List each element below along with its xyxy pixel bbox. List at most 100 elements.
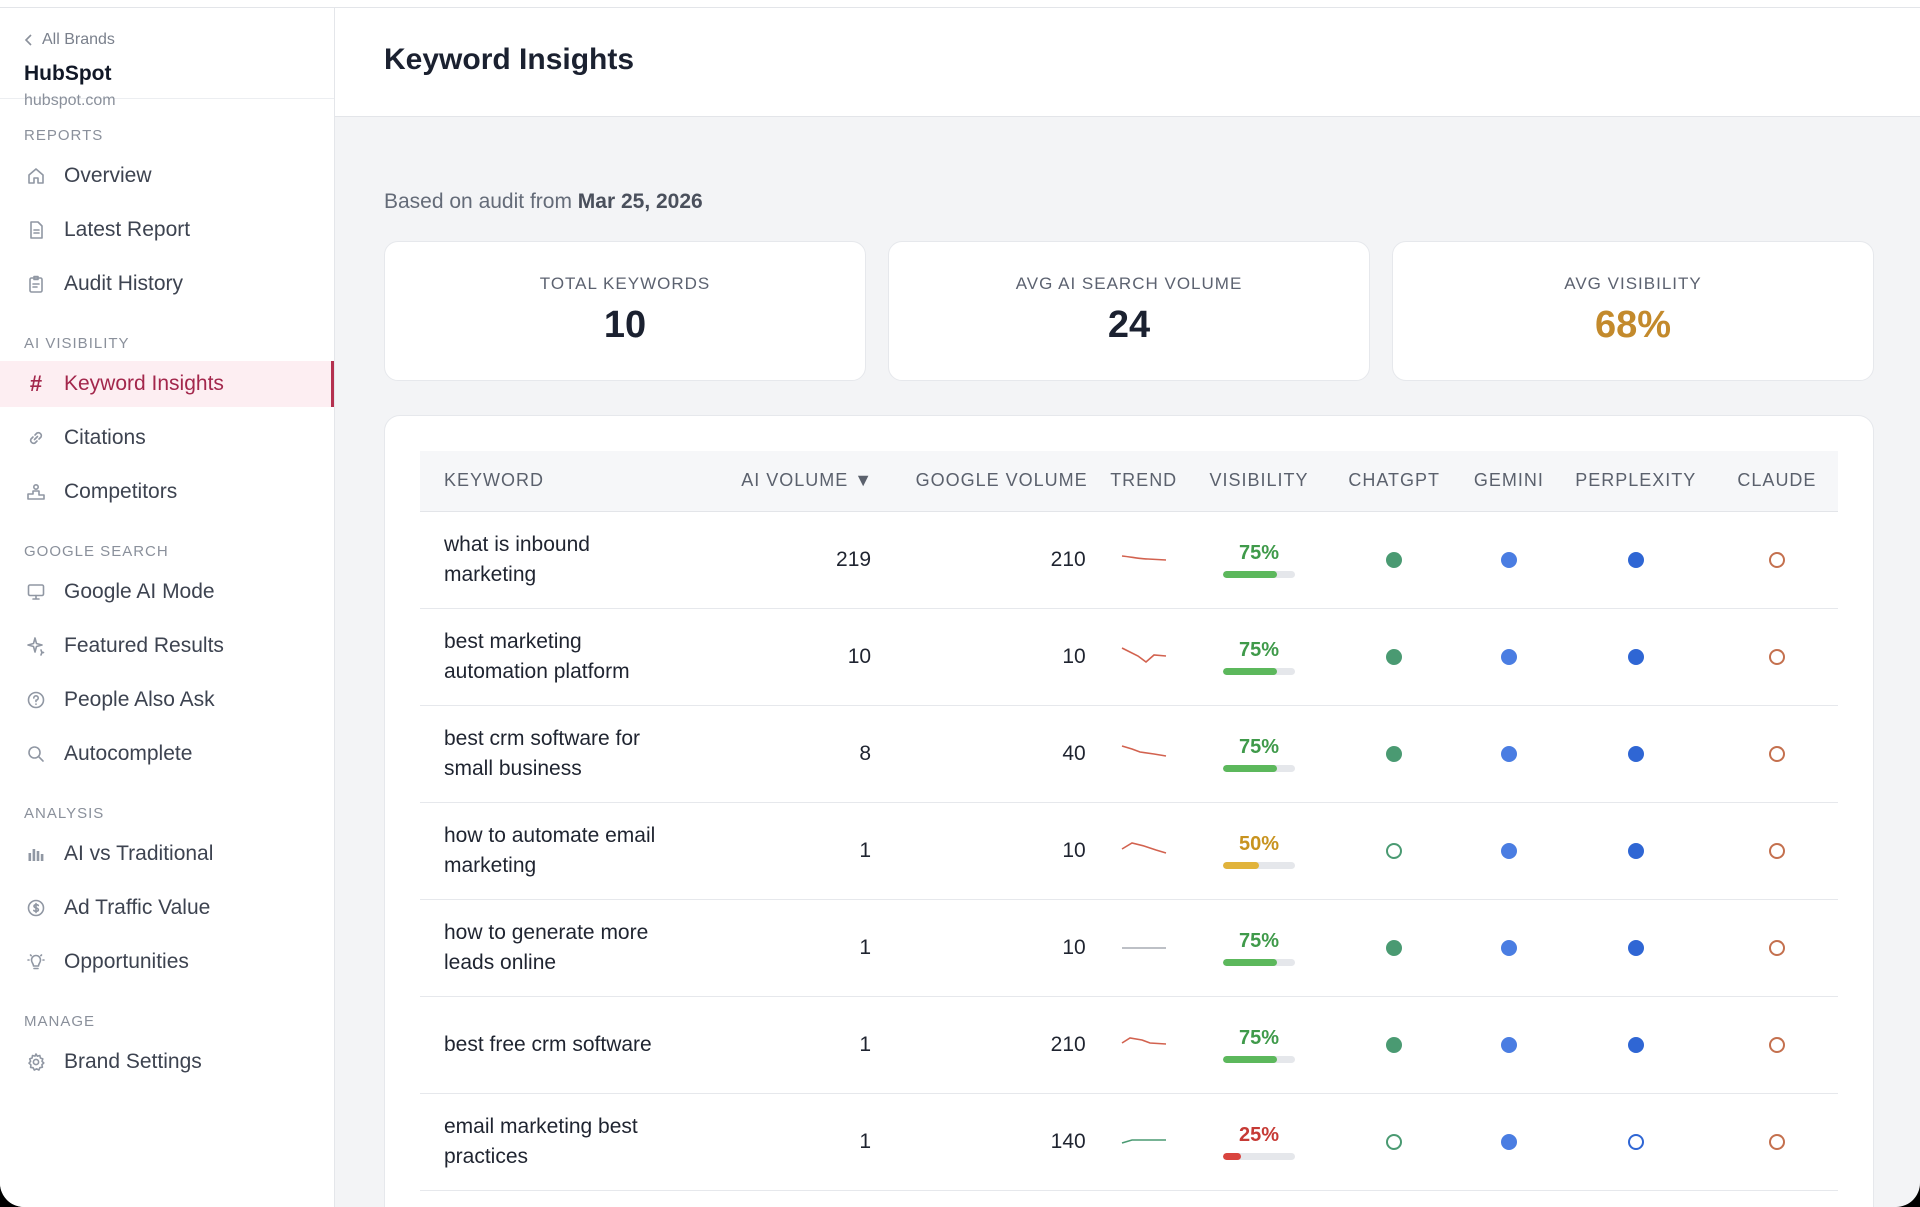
perplexity-status-cell xyxy=(1555,996,1716,1094)
sidebar-item-opportunities[interactable]: Opportunities xyxy=(0,939,334,985)
chatgpt-absent-dot xyxy=(1386,1133,1403,1150)
sidebar-nav: REPORTS Overview Latest Report Audit Histor… xyxy=(0,127,334,1085)
monitor-icon xyxy=(24,580,48,604)
stat-label: TOTAL KEYWORDS xyxy=(539,274,711,293)
sidebar-item-competitors[interactable]: Competitors xyxy=(0,469,334,515)
sidebar-item-autocomplete[interactable]: Autocomplete xyxy=(0,731,334,777)
gemini-present-dot xyxy=(1500,939,1517,956)
sidebar-item-label: Audit History xyxy=(64,272,184,295)
col-header-ai-volume[interactable]: AI VOLUME ▼ xyxy=(696,451,882,512)
trend-cell xyxy=(1095,996,1192,1094)
table-row[interactable]: best free crm software 1 210 75% xyxy=(420,996,1838,1094)
col-header-claude: CLAUDE xyxy=(1715,451,1838,512)
table-row[interactable]: how to generate more leads online 1 10 75% xyxy=(420,899,1838,997)
sidebar-item-ad-traffic-value[interactable]: Ad Traffic Value xyxy=(0,885,334,931)
visibility-cell: 75% xyxy=(1191,705,1327,803)
visibility-bar xyxy=(1222,1152,1295,1160)
sidebar-item-label: Opportunities xyxy=(64,950,189,973)
back-label: All Brands xyxy=(42,31,115,48)
stat-card-avg-visibility: AVG VISIBILITY 68% xyxy=(1392,241,1874,381)
gemini-present-dot xyxy=(1500,1036,1517,1053)
claude-status-cell xyxy=(1715,511,1838,609)
sidebar: All Brands HubSpot hubspot.com REPORTS Ov… xyxy=(0,8,335,1207)
page-title: Keyword Insights xyxy=(384,43,635,76)
question-icon xyxy=(24,688,48,712)
gemini-status-cell xyxy=(1462,1093,1556,1191)
sparkle-icon xyxy=(24,634,48,658)
ai-volume-cell: 10 xyxy=(696,608,882,706)
sidebar-item-keyword-insights[interactable]: # Keyword Insights xyxy=(0,361,334,407)
sidebar-item-overview[interactable]: Overview xyxy=(0,153,334,199)
chatgpt-status-cell xyxy=(1326,608,1463,706)
chatgpt-present-dot xyxy=(1386,939,1403,956)
visibility-bar-fill xyxy=(1222,1152,1241,1160)
ai-volume-cell: 1 xyxy=(696,996,882,1094)
visibility-percent: 75% xyxy=(1238,929,1279,952)
trend-sparkline xyxy=(1121,1036,1166,1045)
gemini-status-cell xyxy=(1462,608,1556,706)
gemini-present-dot xyxy=(1500,842,1517,859)
chatgpt-absent-dot xyxy=(1386,842,1403,859)
audit-date: Mar 25, 2026 xyxy=(577,190,703,213)
brand-url: hubspot.com xyxy=(24,92,116,109)
chatgpt-status-cell xyxy=(1326,996,1463,1094)
keyword-cell: email marketing best practices xyxy=(420,1093,697,1191)
sidebar-item-brand-settings[interactable]: Brand Settings xyxy=(0,1039,334,1085)
chatgpt-present-dot xyxy=(1386,745,1403,762)
perplexity-present-dot xyxy=(1627,842,1644,859)
claude-absent-dot xyxy=(1768,939,1785,956)
sidebar-item-latest-report[interactable]: Latest Report xyxy=(0,207,334,253)
table-row[interactable]: best crm software for small business 8 40 7… xyxy=(420,705,1838,803)
visibility-percent: 75% xyxy=(1238,638,1279,661)
col-header-visibility[interactable]: VISIBILITY xyxy=(1191,451,1327,512)
keyword-table-card: KEYWORD AI VOLUME ▼ GOOGLE VOLUME TREND … xyxy=(384,415,1874,1207)
sidebar-item-audit-history[interactable]: Audit History xyxy=(0,261,334,307)
claude-absent-dot xyxy=(1768,1133,1785,1150)
trend-line xyxy=(1121,841,1166,854)
gemini-present-dot xyxy=(1500,745,1517,762)
trend-sparkline xyxy=(1121,646,1166,663)
chatgpt-status-cell xyxy=(1326,899,1463,997)
claude-absent-dot xyxy=(1768,648,1785,665)
stat-value: 24 xyxy=(1107,304,1151,346)
visibility-cell: 75% xyxy=(1191,511,1327,609)
hash-icon: # xyxy=(29,371,43,396)
stat-value: 10 xyxy=(603,304,647,346)
sidebar-item-label: Keyword Insights xyxy=(64,372,224,395)
table-row[interactable]: email marketing best practices 1 140 25% xyxy=(420,1093,1838,1191)
table-row[interactable]: what is inbound marketing 219 210 75% xyxy=(420,511,1838,609)
gemini-status-cell xyxy=(1462,705,1556,803)
trend-sparkline xyxy=(1121,946,1166,949)
sidebar-item-ai-vs-traditional[interactable]: AI vs Traditional xyxy=(0,831,334,877)
claude-absent-dot xyxy=(1768,842,1785,859)
brand-block: All Brands HubSpot hubspot.com xyxy=(0,8,334,109)
sidebar-item-featured-results[interactable]: Featured Results xyxy=(0,623,334,669)
sidebar-section-label: AI VISIBILITY xyxy=(24,335,130,352)
sidebar-item-people-also-ask[interactable]: People Also Ask xyxy=(0,677,334,723)
col-header-google-volume[interactable]: GOOGLE VOLUME xyxy=(881,451,1096,512)
sidebar-item-label: Competitors xyxy=(64,480,178,503)
stat-card-total-keywords: TOTAL KEYWORDS 10 xyxy=(384,241,866,381)
col-header-keyword[interactable]: KEYWORD xyxy=(420,451,697,512)
visibility-bar xyxy=(1222,861,1295,869)
stat-label: AVG AI SEARCH VOLUME xyxy=(1015,274,1243,293)
google-volume-cell: 210 xyxy=(881,996,1096,1094)
table-row[interactable]: how to automate email marketing 1 10 50% xyxy=(420,802,1838,900)
trend-cell xyxy=(1095,802,1192,900)
stat-label: AVG VISIBILITY xyxy=(1564,274,1702,293)
audit-prefix: Based on audit from xyxy=(384,190,572,213)
sidebar-item-citations[interactable]: Citations xyxy=(0,415,334,461)
gemini-present-dot xyxy=(1500,1133,1517,1150)
back-to-brands-link[interactable]: All Brands xyxy=(24,30,310,50)
dollar-icon xyxy=(24,896,48,920)
trend-line xyxy=(1121,1036,1166,1045)
sidebar-section-label: GOOGLE SEARCH xyxy=(24,543,169,560)
chatgpt-present-dot xyxy=(1386,551,1403,568)
keyword-text: how to generate more leads online xyxy=(444,920,649,974)
claude-status-cell xyxy=(1715,705,1838,803)
claude-absent-dot xyxy=(1768,745,1785,762)
brand-name: HubSpot xyxy=(24,62,112,85)
table-row[interactable]: best marketing automation platform 10 10 75… xyxy=(420,608,1838,706)
sidebar-item-google-ai-mode[interactable]: Google AI Mode xyxy=(0,569,334,615)
